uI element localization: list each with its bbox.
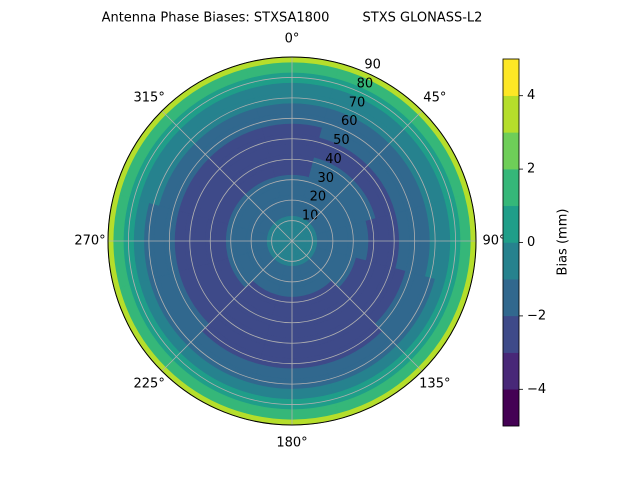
colorbar-tick-label: 4 xyxy=(527,88,535,103)
colorbar-band xyxy=(502,132,520,170)
theta-tick-label: 270° xyxy=(74,234,105,249)
chart-title: Antenna Phase Biases: STXSA1800 STXS GLO… xyxy=(102,11,483,26)
colorbar-band xyxy=(502,352,520,390)
colorbar-band xyxy=(502,278,520,317)
theta-tick-label: 135° xyxy=(419,376,450,391)
r-tick-label: 50 xyxy=(333,133,350,148)
theta-tick-label: 315° xyxy=(134,91,165,106)
colorbar-band xyxy=(502,315,520,353)
grid-spoke xyxy=(291,110,423,242)
r-tick-label: 10 xyxy=(302,209,319,224)
theta-tick-label: 180° xyxy=(276,436,307,451)
colorbar-band xyxy=(502,242,520,280)
theta-tick-label: 225° xyxy=(134,376,165,391)
grid-spoke xyxy=(291,240,423,372)
r-tick-label: 70 xyxy=(349,95,366,110)
colorbar-band xyxy=(502,168,520,207)
colorbar-band xyxy=(502,58,520,96)
r-tick-label: 90 xyxy=(364,58,381,73)
colorbar-tick-label: −4 xyxy=(527,382,546,397)
r-tick-label: 80 xyxy=(357,76,374,91)
colorbar-tick-label: −2 xyxy=(527,308,546,323)
colorbar-band xyxy=(502,205,520,243)
colorbar-tick-label: 0 xyxy=(527,235,535,250)
colorbar-band xyxy=(502,95,520,133)
theta-tick-label: 90° xyxy=(482,234,505,249)
grid-spoke xyxy=(161,110,293,242)
r-tick-label: 30 xyxy=(317,171,334,186)
colorbar-label: Bias (mm) xyxy=(556,209,571,276)
colorbar-tick-label: 2 xyxy=(527,162,535,177)
r-tick-label: 20 xyxy=(310,190,327,205)
polar-frame xyxy=(107,56,477,426)
theta-tick-label: 0° xyxy=(285,32,300,47)
theta-tick-label: 45° xyxy=(423,91,446,106)
r-tick-label: 60 xyxy=(341,114,358,129)
r-tick-label: 40 xyxy=(325,152,342,167)
grid-spoke xyxy=(161,240,293,372)
colorbar-band xyxy=(502,389,520,427)
